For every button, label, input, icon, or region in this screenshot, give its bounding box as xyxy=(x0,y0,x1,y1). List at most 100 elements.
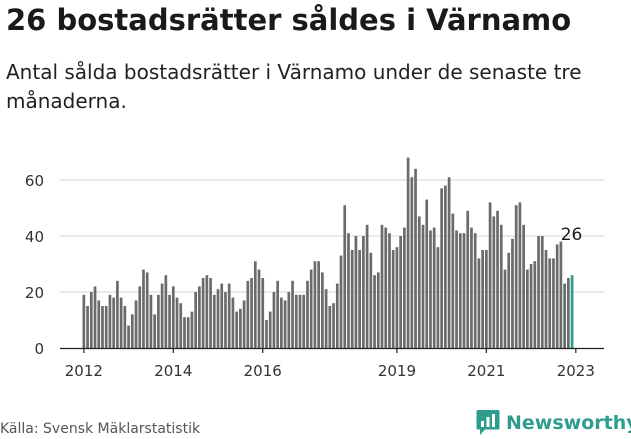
bar xyxy=(384,227,388,348)
bar xyxy=(354,236,358,348)
bar xyxy=(171,286,175,348)
bar xyxy=(142,269,145,348)
bar xyxy=(388,233,391,348)
bar xyxy=(291,280,294,348)
bar xyxy=(227,283,231,348)
bar xyxy=(250,278,253,348)
bar xyxy=(488,202,492,348)
bar xyxy=(313,261,317,348)
bar xyxy=(414,168,417,348)
bar xyxy=(276,280,280,348)
bar xyxy=(425,199,429,348)
bar xyxy=(362,236,365,348)
bar xyxy=(458,233,462,348)
bar xyxy=(145,272,149,348)
bar xyxy=(365,224,369,348)
bar xyxy=(485,250,488,348)
bar xyxy=(164,275,168,348)
bar xyxy=(503,269,507,348)
bar xyxy=(429,230,432,348)
bar xyxy=(391,250,395,348)
chart-subtitle: Antal sålda bostadsrätter i Värnamo unde… xyxy=(6,60,582,113)
bar xyxy=(533,261,537,348)
bar xyxy=(444,185,447,348)
bar xyxy=(432,227,436,348)
bar xyxy=(451,213,455,348)
bar xyxy=(373,275,376,348)
bar xyxy=(112,297,116,348)
bar xyxy=(540,236,544,348)
bar xyxy=(496,210,499,348)
bar xyxy=(567,278,570,348)
bar xyxy=(347,233,350,348)
source-credit: Källa: Svensk Mäklarstatistik xyxy=(0,421,201,437)
bar xyxy=(157,294,160,348)
bar xyxy=(350,250,354,348)
bar xyxy=(455,230,458,348)
bar xyxy=(160,283,164,348)
bar xyxy=(235,311,239,348)
bar xyxy=(507,252,511,348)
bar xyxy=(116,280,119,348)
x-tick-label: 2021 xyxy=(467,362,505,380)
bar xyxy=(272,292,276,348)
bar xyxy=(563,283,566,348)
bar xyxy=(499,224,503,348)
bar xyxy=(168,294,171,348)
bar xyxy=(403,227,406,348)
bar xyxy=(335,283,339,348)
bar xyxy=(220,283,224,348)
bar xyxy=(470,227,473,348)
bar xyxy=(529,264,533,348)
bar xyxy=(306,280,309,348)
bar xyxy=(481,250,484,348)
bar xyxy=(287,292,291,348)
bar xyxy=(537,236,540,348)
bar xyxy=(246,280,250,348)
bar xyxy=(559,241,563,348)
bar xyxy=(194,292,198,348)
chart-title: 26 bostadsrätter såldes i Värnamo xyxy=(6,3,572,37)
bar xyxy=(555,244,559,348)
bar xyxy=(153,314,157,348)
x-tick-label: 2023 xyxy=(557,362,595,380)
y-tick-label: 20 xyxy=(25,284,44,302)
highlight-label: 26 xyxy=(561,225,583,245)
newsworthy-logo[interactable]: Newsworthy xyxy=(476,408,631,438)
bar xyxy=(417,216,421,348)
bar xyxy=(209,278,212,348)
bar xyxy=(518,202,522,348)
bar xyxy=(522,224,525,348)
bar xyxy=(280,297,283,348)
bar xyxy=(492,216,496,348)
bar xyxy=(380,224,384,348)
bar xyxy=(183,317,186,348)
bar xyxy=(309,269,313,348)
bar xyxy=(343,205,347,348)
bar xyxy=(265,320,268,348)
bar xyxy=(212,294,216,348)
bar xyxy=(175,297,179,348)
bar xyxy=(97,300,101,348)
bar xyxy=(294,294,298,348)
bar xyxy=(239,308,242,348)
bar xyxy=(477,258,481,348)
bar xyxy=(440,188,443,348)
bar xyxy=(406,157,410,348)
bar xyxy=(399,236,402,348)
bar xyxy=(410,177,414,348)
bar xyxy=(201,278,205,348)
bar xyxy=(130,314,134,348)
bar xyxy=(302,294,306,348)
y-tick-label: 60 xyxy=(25,172,44,190)
bar xyxy=(369,252,373,348)
bar xyxy=(186,317,190,348)
bar xyxy=(101,306,104,348)
bar xyxy=(231,297,235,348)
bar xyxy=(149,294,153,348)
bar xyxy=(332,303,335,348)
bar xyxy=(514,205,518,348)
bar xyxy=(548,258,552,348)
bar xyxy=(104,306,108,348)
bar xyxy=(93,286,97,348)
